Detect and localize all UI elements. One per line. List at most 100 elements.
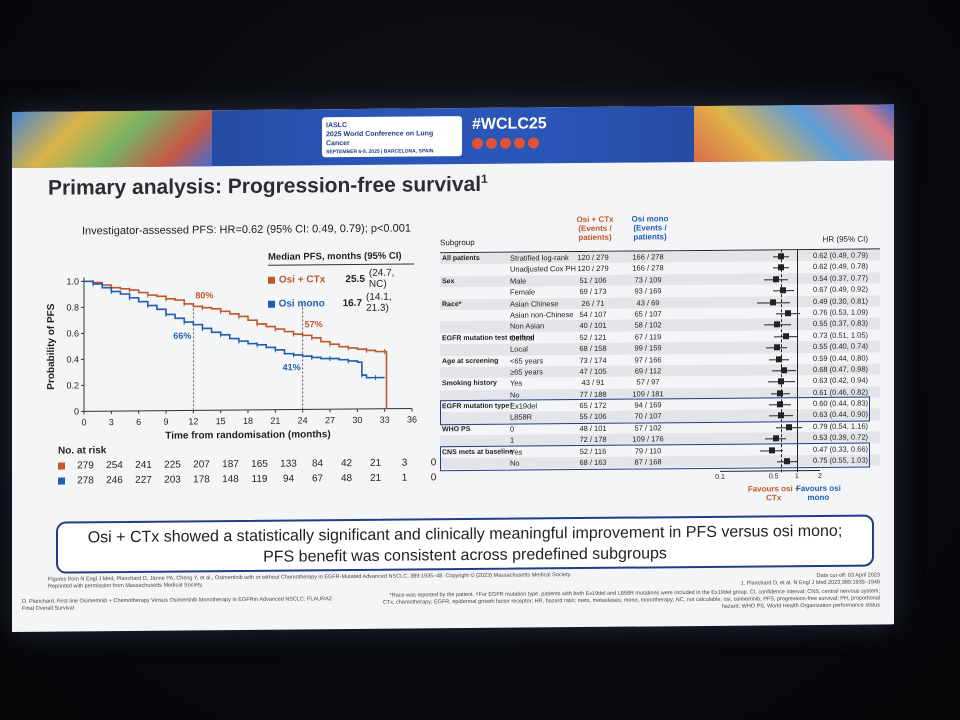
row-events-osi-mono: 73 / 109 [618,274,678,286]
instagram-icon [514,138,525,149]
risk-count: 227 [129,475,158,486]
forest-x-axis [720,470,820,472]
forest-tick-label: 0.5 [766,474,782,481]
conference-logo: IASLC 2025 World Conference on Lung Canc… [322,116,462,157]
risk-swatch-osi-mono [58,478,65,485]
x-tick-label: 30 [352,415,362,425]
legend-swatch-osi-mono [268,300,275,307]
y-tick-label: 0.4 [66,354,79,364]
median-ci-osi-mono: (14.1, 21.3) [366,291,414,313]
risk-count: 203 [158,474,187,485]
row-label: Central [510,332,534,344]
legend-swatch-osi-ctx [268,276,275,283]
risk-count: 21 [361,473,390,484]
risk-count: 254 [100,460,129,471]
risk-count: 165 [245,459,274,470]
row-subgroup: All patients [442,253,480,265]
risk-count: 48 [332,473,361,484]
risk-count: 225 [158,459,187,470]
risk-count: 84 [303,458,332,469]
forest-header: Subgroup Osi + CTx (Events / patients) O… [440,206,880,252]
banner-artwork-left [12,110,212,168]
title-text: Primary analysis: Progression-free survi… [48,173,481,200]
conference-banner: IASLC 2025 World Conference on Lung Canc… [12,104,894,168]
reference-1: 1. Planchard D, et al. N Engl J Med 2023… [580,579,880,589]
row-events-osi-ctx: 120 / 279 [563,263,623,275]
x-tick-label: 9 [163,417,168,427]
row-label: Female [510,287,535,299]
title-ref: 1 [481,172,488,186]
group-box-cns [440,442,870,471]
col-hr: HR (95% CI) [823,235,868,244]
x-tick-label: 15 [216,416,226,426]
x-tick-label: 33 [380,415,390,425]
at-risk-table: No. at risk 279 254 241 225 207 187 165 133 84 42… [58,442,448,488]
median-pfs-table: Median PFS, months (95% CI) Osi + CTx 25… [268,250,414,316]
forest-tick-label: 2 [812,473,828,480]
row-events-osi-mono: 97 / 166 [618,354,678,366]
row-events-osi-ctx: 26 / 71 [563,297,623,309]
col-osi-mono: Osi mono (Events / patients) [620,214,680,242]
col-subgroup: Subgroup [440,238,475,247]
row-events-osi-ctx: 120 / 279 [563,252,623,264]
row-label: Asian Chinese [510,298,558,310]
row-label: Yes [510,378,522,390]
row-label: Non Asian [510,321,544,333]
median-header: Median PFS, months (95% CI) [268,250,414,265]
footer-citation: Figures from N Engl J Med, Planchard D, … [48,572,608,591]
forest-plot: Subgroup Osi + CTx (Events / patients) O… [440,206,880,499]
col-osi-ctx: Osi + CTx (Events / patients) [565,215,625,243]
row-subgroup: Age at screening [442,355,498,367]
at-risk-row-osi-mono: 278 246 227 203 178 148 119 94 67 48 21 1 0 [58,470,448,488]
row-hr: 0.55 (0.37, 0.83) [778,318,868,330]
row-hr: 0.54 (0.37, 0.77) [778,272,868,284]
row-events-osi-mono: 67 / 119 [618,331,678,343]
row-subgroup: Sex [442,276,454,288]
hr-point [774,322,780,328]
row-label: Male [510,275,526,287]
hr-summary: Investigator-assessed PFS: HR=0.62 (95% … [82,223,411,238]
risk-count: 119 [245,474,274,485]
x-icon [500,138,511,149]
risk-count: 246 [100,475,129,486]
x-tick-label: 27 [325,415,335,425]
row-subgroup: Smoking history [442,378,497,390]
risk-count: 67 [303,473,332,484]
row-events-osi-mono: 166 / 278 [618,263,678,275]
row-events-osi-ctx: 69 / 173 [563,286,623,298]
row-subgroup: WHO PS [442,424,470,436]
row-events-osi-mono: 166 / 278 [618,251,678,263]
row-hr: 0.49 (0.30, 0.81) [778,295,868,307]
hr-point [783,333,789,339]
row-events-osi-mono: 58 / 102 [618,320,678,332]
risk-swatch-osi-ctx [58,463,65,470]
linkedin-icon [486,138,497,149]
row-events-osi-mono: 69 / 112 [618,365,678,377]
row-events-osi-ctx: 54 / 107 [563,309,623,321]
at-risk-header: No. at risk [58,442,448,456]
reference-line [797,249,798,472]
hr-point [773,436,779,442]
x-tick-label: 3 [109,417,114,427]
row-events-osi-mono: 93 / 169 [618,285,678,297]
forest-axis: 0.1 0.5 1 2 Favours osi + CTx Favours osi mon… [440,466,880,500]
x-tick-label: 36 [407,414,417,424]
footer-refs: Data cut-off: 03 April 2023 1. Planchard… [580,572,880,589]
row-label: 0 [510,423,514,434]
hr-point [785,310,791,316]
x-tick-label: 6 [136,417,141,427]
favours-osi-mono: Favours osi mono [790,484,846,502]
row-events-osi-mono: 57 / 102 [618,422,678,434]
landmark-label: 66% [173,331,191,341]
risk-count: 279 [71,460,100,471]
x-tick-label: 0 [81,417,86,427]
social-icons [472,137,539,149]
risk-count: 187 [216,459,245,470]
row-events-osi-ctx: 43 / 91 [563,377,623,389]
risk-count: 148 [216,474,245,485]
forest-tick-label: 1 [789,474,805,481]
row-events-osi-mono: 43 / 69 [618,297,678,309]
hr-point [773,276,779,282]
row-events-osi-ctx: 47 / 105 [563,366,623,378]
median-value-osi-mono: 16.7 [343,297,362,308]
